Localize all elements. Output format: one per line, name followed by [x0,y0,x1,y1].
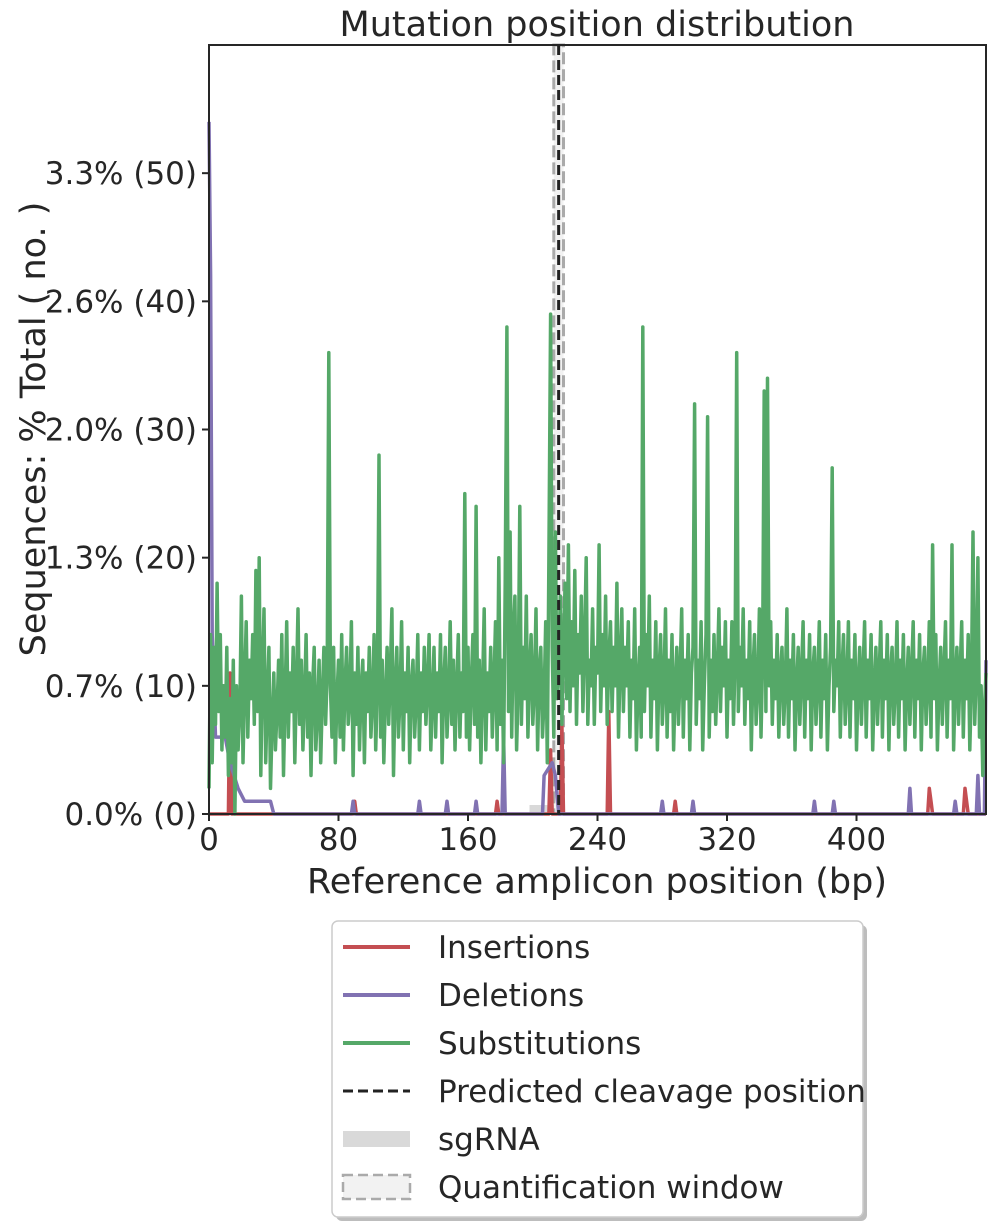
legend: Insertions Deletions Substitutions Predicte… [331,920,867,1221]
x-tick-label: 80 [319,822,358,858]
chart-title: Mutation position distribution [340,5,855,45]
y-tick-label: 3.3% (50) [45,156,197,192]
x-tick-label: 160 [438,822,497,858]
sgrna-band [529,805,561,814]
series-line-deletions [207,121,988,816]
legend-label: Insertions [438,930,590,966]
legend-label: Predicted cleavage position [438,1074,866,1110]
legend-label: sgRNA [438,1122,540,1158]
y-tick-label: 1.3% (20) [45,541,197,577]
legend-label: Deletions [438,978,584,1014]
y-tick-label: 0.0% (0) [64,797,197,833]
y-axis-title: Sequences: % Total ( no. ) [14,202,54,657]
x-tick-label: 320 [697,822,756,858]
legend-swatch-sgrna [343,1131,410,1147]
legend-box [331,920,864,1218]
series-line-substitutions [207,312,988,816]
y-tick-label: 0.7% (10) [45,669,197,705]
y-tick-label: 2.6% (40) [45,284,197,320]
y-tick-label: 2.0% (30) [45,413,197,449]
plot-area: 0 80 160 240 320 400 0.0% (0) 0.7% (10) 1.3% (20… [45,43,988,858]
x-tick-label: 400 [827,822,886,858]
legend-swatch-quantification [341,1173,412,1201]
x-axis-title: Reference amplicon position (bp) [307,862,887,902]
x-tick-label: 240 [568,822,627,858]
legend-label: Quantification window [438,1170,784,1206]
x-tick-label: 0 [199,822,219,858]
legend-label: Substitutions [438,1026,641,1062]
